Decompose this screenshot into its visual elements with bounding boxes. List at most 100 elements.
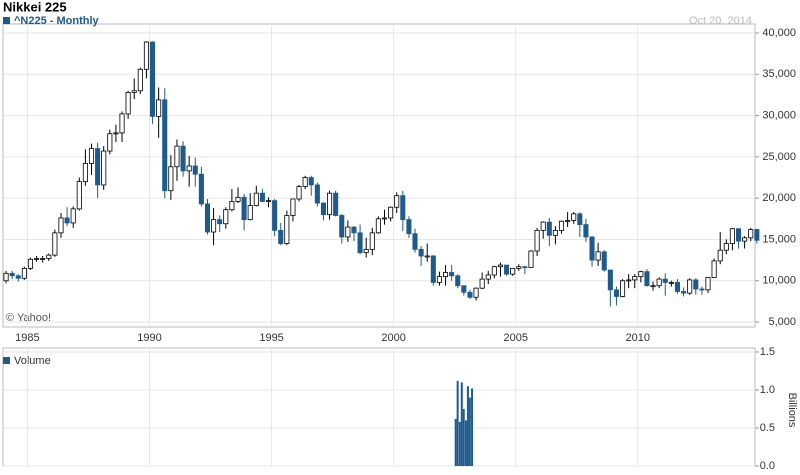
y-tick-label: 35,000 [762, 68, 796, 80]
candle-body [662, 278, 668, 283]
volume-bar [458, 421, 461, 466]
candle-body [223, 209, 229, 225]
candle-body [674, 281, 681, 292]
candle-body [455, 275, 461, 287]
volume-bar [462, 409, 465, 466]
candle-body [717, 249, 723, 262]
candle-body [107, 133, 113, 152]
candle-body [375, 218, 381, 234]
candle-body [424, 255, 430, 258]
candle-body [589, 236, 595, 261]
candle-body [473, 287, 479, 298]
x-tick-label: 1985 [15, 332, 39, 344]
candle-body [528, 250, 534, 268]
candle-body [58, 217, 64, 234]
candle-body [558, 220, 565, 231]
plot-frame [2, 23, 756, 328]
plot-frame [2, 347, 756, 467]
candle-body [351, 226, 357, 234]
candle-body [333, 192, 339, 216]
y-tick-label: 1.0 [760, 384, 775, 396]
candle-body [131, 90, 137, 93]
candle-body [345, 226, 351, 238]
y-tick-label: 15,000 [762, 233, 796, 245]
candle-body [241, 196, 247, 221]
legend-swatch [3, 357, 10, 364]
candle-body [204, 203, 211, 233]
volume-bar [456, 380, 459, 466]
candle-body [632, 276, 638, 281]
candle-body [742, 237, 748, 242]
y-tick-label: 30,000 [762, 109, 796, 121]
candle-body [406, 219, 412, 235]
candle-body [497, 264, 504, 268]
candle-body [626, 279, 632, 282]
candle-body [339, 215, 345, 238]
candle-body [668, 281, 674, 284]
candle-body [284, 215, 290, 244]
candle-body [101, 150, 107, 186]
candle-body [381, 217, 388, 220]
candle-body [723, 243, 729, 251]
x-tick-label: 2005 [503, 332, 527, 344]
candle-body [638, 271, 644, 278]
candle-body [27, 258, 34, 269]
candle-body [308, 177, 314, 186]
candle-body [485, 274, 491, 280]
candle-body [394, 195, 400, 208]
candle-body [534, 229, 540, 252]
candle-body [583, 224, 589, 238]
candle-body [88, 148, 95, 164]
candle-body [64, 217, 70, 224]
candle-body [259, 192, 265, 202]
candle-body [565, 220, 571, 222]
y-axis-label: Billions [786, 393, 798, 428]
candle-body [229, 201, 235, 211]
candle-body [607, 269, 613, 291]
candle-body [436, 276, 442, 283]
candle-body [15, 275, 21, 279]
candle-body [656, 278, 662, 287]
candle-body [687, 279, 693, 294]
candle-body [412, 233, 418, 250]
candle-body [217, 219, 223, 225]
legend-swatch [3, 17, 10, 24]
candle-body [552, 229, 558, 236]
candle-body [400, 195, 406, 221]
chart-title: Nikkei 225 [3, 0, 67, 14]
candle-body [40, 258, 46, 260]
legend-label: ^N225 - Monthly [14, 15, 100, 27]
candle-body [735, 228, 742, 242]
candle-body [21, 267, 27, 279]
candle-body [388, 206, 394, 219]
candle-body [143, 41, 149, 70]
y-tick-label: 10,000 [762, 275, 796, 287]
x-tick-label: 2010 [626, 332, 650, 344]
candle-body [327, 192, 333, 216]
candle-body [620, 280, 626, 297]
candle-body [699, 288, 705, 291]
candle-body [174, 145, 180, 168]
volume-bar [468, 397, 471, 466]
candle-body [479, 278, 485, 289]
candle-body [681, 291, 687, 294]
candle-body [198, 173, 204, 205]
y-tick-label: 0.5 [760, 422, 775, 434]
candle-body [70, 208, 76, 224]
candle-body [95, 148, 101, 186]
candle-body [150, 41, 156, 117]
candle-body [363, 248, 369, 254]
candle-body [314, 184, 320, 204]
candle-body [278, 229, 284, 244]
candle-body [247, 205, 253, 221]
candle-body [442, 272, 449, 278]
candle-body [467, 291, 473, 298]
watermark: © Yahoo! [6, 312, 51, 324]
candle-body [290, 198, 296, 216]
candle-body [113, 132, 119, 135]
candle-body [613, 289, 619, 297]
candle-body [504, 264, 510, 275]
candle-body [644, 271, 650, 287]
candle-body [601, 251, 607, 271]
